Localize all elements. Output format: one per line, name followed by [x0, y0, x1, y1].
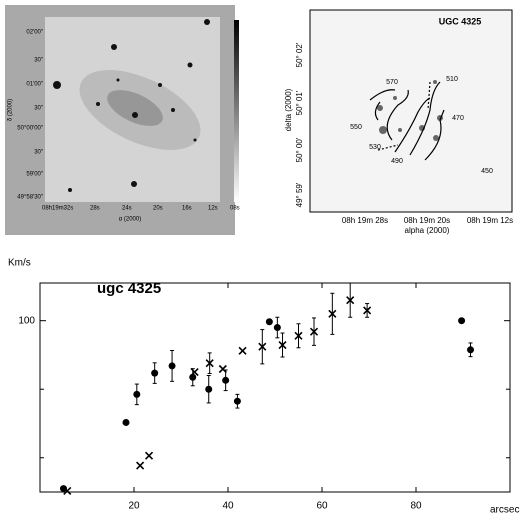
- y-axis-label: delta (2000): [284, 88, 293, 131]
- y-axis-label: δ (2000): [8, 99, 14, 121]
- y-tick-label: 02'00": [26, 30, 43, 36]
- point: [238, 346, 247, 355]
- chart-title: ugc 4325: [97, 280, 161, 297]
- x-tick-label: 40: [222, 501, 234, 512]
- contour-label: 570: [386, 79, 398, 86]
- point: [222, 376, 230, 384]
- plot-frame: [39, 282, 511, 493]
- x-tick-label: 08h 19m 20s: [404, 216, 450, 225]
- y-axis-label: Km/s: [8, 258, 31, 269]
- point: [467, 346, 475, 354]
- image-axes: 08h19m32s 28s 24s 20s 16s 12s 08s 02'00" 30" 01'0…: [8, 30, 240, 223]
- contour-frame: [309, 9, 513, 213]
- y-tick-label: 30": [34, 58, 43, 64]
- x-tick-label: 16s: [182, 206, 192, 212]
- y-tick-label: 50° 01': [295, 90, 304, 115]
- point: [458, 317, 466, 325]
- x-tick-label: 08h19m32s: [42, 206, 73, 212]
- y-tick-label: 30": [34, 150, 43, 156]
- x-tick-label: 20s: [153, 206, 163, 212]
- point: [258, 342, 267, 351]
- y-tick-label: 100: [18, 315, 35, 326]
- point: [218, 364, 227, 374]
- x-tick-label: 08h 19m 12s: [467, 216, 513, 225]
- x-tick-label: 80: [410, 501, 422, 512]
- point: [328, 309, 337, 318]
- point: [151, 369, 159, 377]
- point: [136, 461, 145, 470]
- point: [144, 451, 154, 460]
- contours: [369, 81, 445, 161]
- y-tick-label: 50°00'00": [17, 126, 43, 132]
- x-tick-label: 24s: [122, 206, 132, 212]
- point: [233, 397, 241, 405]
- contour-axes: UGC 4325 08h 19m 28s 08h 19m 20s 08h 19m 12…: [284, 16, 513, 235]
- point: [205, 359, 214, 368]
- point: [190, 368, 199, 377]
- point: [294, 331, 303, 340]
- point: [346, 296, 355, 305]
- x-tick-label: 08h 19m 28s: [342, 216, 388, 225]
- contour-label: 510: [446, 76, 458, 83]
- x-axis-label: arcsec: [490, 505, 519, 516]
- point: [168, 362, 176, 370]
- x-axis-label: alpha (2000): [405, 226, 450, 235]
- image-title: UGC 4325: [439, 16, 482, 26]
- galaxy-core: [107, 90, 163, 126]
- y-tick-label: 01'00": [26, 82, 43, 88]
- colorbar: [234, 20, 239, 202]
- x-axis-label: α (2000): [119, 217, 141, 223]
- stars: [53, 19, 210, 192]
- y-tick-label: 49° 59': [295, 182, 304, 207]
- x-tick-label: 08s: [230, 206, 240, 212]
- y-tick-label: 30": [34, 106, 43, 112]
- x-tick-label: 60: [316, 501, 328, 512]
- contour-label: 470: [452, 115, 464, 122]
- x-tick-label: 12s: [208, 206, 218, 212]
- point: [278, 340, 287, 350]
- contour-label: 530: [369, 144, 381, 151]
- point: [133, 390, 141, 398]
- x-tick-label: 28s: [90, 206, 100, 212]
- y-tick-label: 59'00": [26, 172, 43, 178]
- point: [63, 486, 72, 496]
- y-tick-label: 50° 00': [295, 137, 304, 162]
- point: [189, 373, 197, 381]
- point: [265, 318, 273, 326]
- point: [60, 485, 67, 493]
- point: [122, 418, 130, 426]
- y-tick-label: 50° 02': [295, 42, 304, 67]
- contour-label: 490: [391, 158, 403, 165]
- contour-label: 450: [481, 168, 493, 175]
- point: [363, 306, 372, 315]
- y-tick-label: 49°58'30": [17, 195, 43, 201]
- contour-label: 550: [350, 124, 362, 131]
- contour-stars: [377, 80, 443, 141]
- point: [273, 324, 281, 332]
- x-tick-label: 20: [128, 501, 140, 512]
- point: [309, 327, 319, 336]
- point: [205, 385, 213, 393]
